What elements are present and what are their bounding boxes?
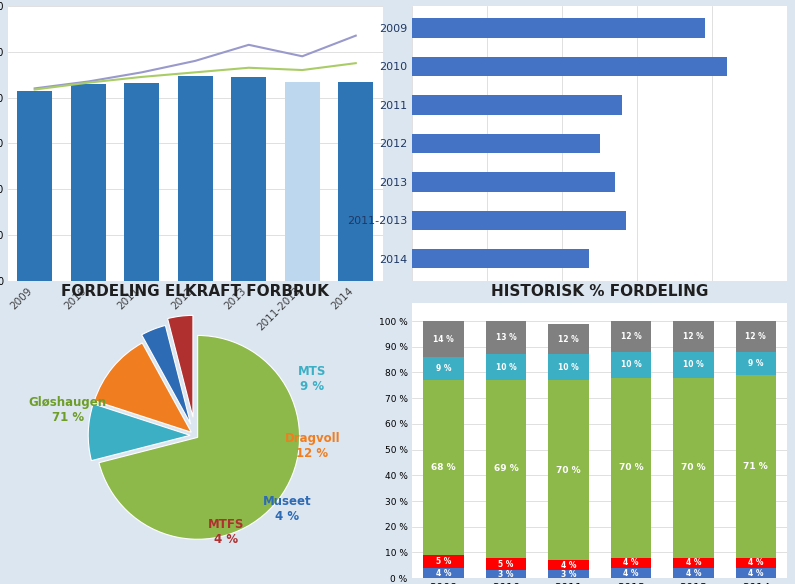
Title: Elkraft NTNU: Elkraft NTNU [134, 0, 256, 3]
Bar [486, 321, 526, 354]
Bar [673, 568, 714, 578]
Text: Dragvoll
12 %: Dragvoll 12 % [285, 432, 340, 460]
Bar [339, 82, 373, 281]
Bar [486, 571, 526, 578]
Text: 3 %: 3 % [498, 570, 514, 579]
Text: 70 %: 70 % [556, 465, 581, 475]
Wedge shape [142, 325, 191, 424]
Bar [178, 76, 212, 281]
Bar [285, 82, 320, 281]
Text: 4 %: 4 % [560, 561, 576, 570]
Text: 10 %: 10 % [621, 360, 642, 369]
Text: 10 %: 10 % [496, 363, 517, 372]
Bar [735, 558, 776, 568]
Text: MTS
9 %: MTS 9 % [298, 366, 327, 394]
Bar [424, 380, 464, 555]
Bar [673, 378, 714, 558]
Bar [735, 321, 776, 352]
Wedge shape [95, 343, 192, 432]
Text: 70 %: 70 % [619, 463, 643, 472]
Text: 70 %: 70 % [681, 463, 706, 472]
Text: 4 %: 4 % [748, 568, 763, 578]
Bar [673, 321, 714, 352]
Bar [413, 57, 727, 76]
Bar [735, 375, 776, 558]
Text: Gløshaugen
71 %: Gløshaugen 71 % [29, 396, 107, 424]
Text: 4 %: 4 % [748, 558, 763, 567]
Title: HISTORISK % FORDELING: HISTORISK % FORDELING [491, 284, 708, 299]
Bar [549, 324, 589, 354]
Text: Museet
4 %: Museet 4 % [262, 495, 312, 523]
Text: 4 %: 4 % [436, 568, 452, 578]
Bar [413, 172, 615, 192]
Bar [673, 352, 714, 378]
Bar [673, 558, 714, 568]
Text: MTFS
4 %: MTFS 4 % [207, 519, 244, 546]
Bar [413, 134, 599, 153]
Bar [413, 18, 704, 37]
Bar [735, 568, 776, 578]
Wedge shape [88, 404, 190, 461]
Text: 12 %: 12 % [621, 332, 642, 341]
Text: 9 %: 9 % [748, 359, 763, 368]
Bar [549, 571, 589, 578]
Text: 12 %: 12 % [558, 335, 579, 343]
Bar [486, 558, 526, 571]
Text: 5 %: 5 % [436, 557, 452, 566]
Text: 12 %: 12 % [746, 332, 766, 341]
Bar [735, 352, 776, 375]
Bar [549, 380, 589, 560]
Text: 13 %: 13 % [496, 333, 517, 342]
Text: 4 %: 4 % [685, 568, 701, 578]
Bar [611, 568, 651, 578]
Bar [611, 378, 651, 558]
Bar [231, 77, 266, 281]
Bar [486, 354, 526, 380]
Text: 71 %: 71 % [743, 462, 768, 471]
Bar [549, 560, 589, 571]
Text: 10 %: 10 % [558, 363, 579, 372]
Text: 5 %: 5 % [498, 559, 514, 568]
Wedge shape [99, 335, 300, 539]
Bar [124, 83, 159, 281]
Text: 4 %: 4 % [623, 568, 638, 578]
Text: 68 %: 68 % [432, 463, 456, 472]
Bar [424, 357, 464, 380]
Bar [611, 352, 651, 378]
Text: 4 %: 4 % [623, 558, 638, 567]
Text: 9 %: 9 % [436, 364, 452, 373]
Bar [611, 321, 651, 352]
Title: FORDELING ELKRAFT FORBRUK: FORDELING ELKRAFT FORBRUK [61, 284, 329, 299]
Text: 14 %: 14 % [433, 335, 454, 343]
Bar [424, 568, 464, 578]
Wedge shape [168, 315, 193, 418]
Text: 3 %: 3 % [560, 570, 576, 579]
Bar [424, 555, 464, 568]
Text: 69 %: 69 % [494, 464, 518, 474]
Bar [71, 84, 106, 281]
Bar [17, 91, 52, 281]
Bar [424, 321, 464, 357]
Bar [549, 354, 589, 380]
Bar [413, 95, 622, 114]
Text: 4 %: 4 % [685, 558, 701, 567]
Bar [611, 558, 651, 568]
Bar [413, 211, 626, 230]
Bar [413, 249, 588, 269]
Text: 10 %: 10 % [683, 360, 704, 369]
Text: 12 %: 12 % [683, 332, 704, 341]
Bar [486, 380, 526, 558]
